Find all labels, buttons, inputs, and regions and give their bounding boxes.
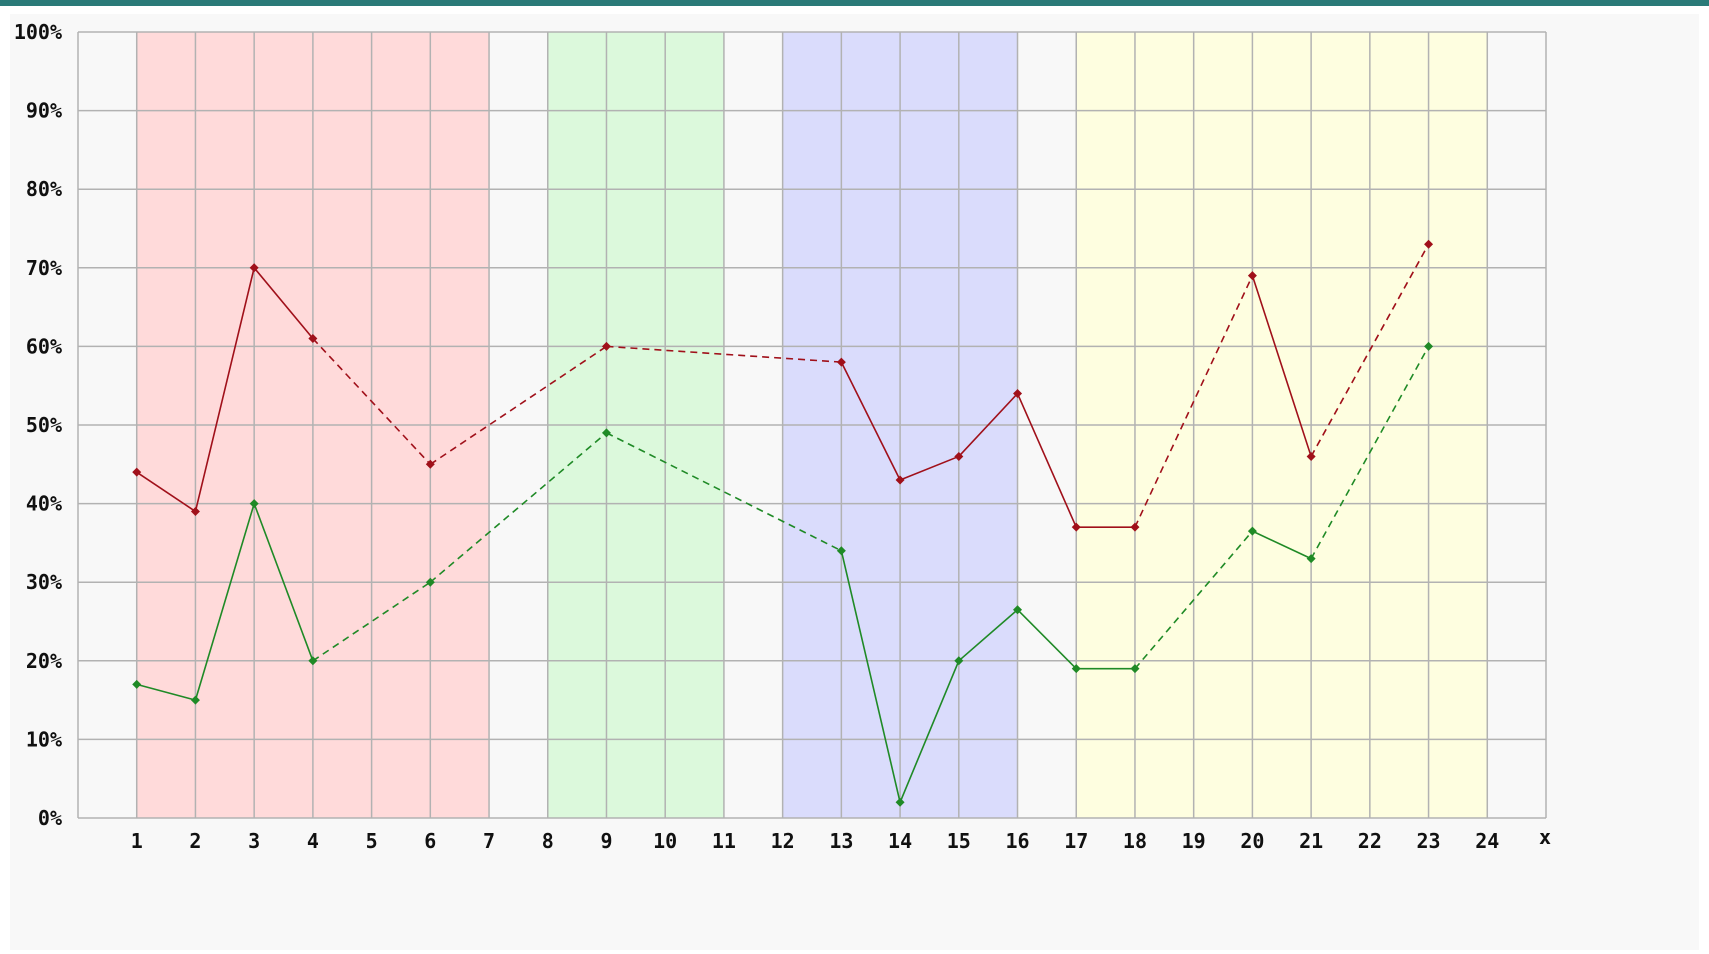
- series-1-point: [954, 656, 964, 666]
- series-1-point: [1424, 341, 1434, 351]
- top-accent-bar: [0, 0, 1709, 6]
- series-1-segment: [1310, 346, 1430, 560]
- series-0-point: [308, 334, 318, 344]
- series-lines: [136, 243, 1430, 803]
- series-0-segment: [194, 267, 255, 512]
- series-1-point: [308, 656, 318, 666]
- series-0-point: [1306, 451, 1316, 461]
- x-tick-label: 8: [542, 829, 554, 853]
- series-1-segment: [606, 432, 842, 552]
- series-1-segment: [253, 503, 314, 662]
- series-0-point: [249, 263, 259, 273]
- series-0-point: [1013, 389, 1023, 399]
- series-1-point: [1130, 664, 1140, 674]
- series-1-point: [190, 695, 200, 705]
- series-0-segment: [1134, 275, 1254, 528]
- series-0-segment: [899, 455, 960, 481]
- series-0-segment: [312, 337, 431, 465]
- x-tick-label: 24: [1475, 829, 1499, 853]
- series-1-point: [1247, 526, 1257, 536]
- x-tick-label: 13: [829, 829, 853, 853]
- series-0-segment: [606, 345, 842, 363]
- series-1-point: [132, 679, 142, 689]
- series-1-point: [1013, 605, 1023, 615]
- series-0-segment: [253, 267, 314, 340]
- y-tick-label: 0%: [38, 806, 62, 830]
- x-tick-label: 11: [712, 829, 736, 853]
- x-tick-label: 15: [947, 829, 971, 853]
- y-axis-ticks: 0% 10% 20% 30% 40% 50% 60% 70% 80% 90% 100%: [14, 20, 62, 830]
- x-tick-label: 20: [1240, 829, 1264, 853]
- series-1-point: [1071, 664, 1081, 674]
- series-1-segment: [429, 432, 607, 583]
- y-tick-label: 50%: [26, 413, 62, 437]
- y-tick-label: 60%: [26, 334, 62, 358]
- series-0-segment: [958, 393, 1019, 457]
- x-tick-label: 14: [888, 829, 912, 853]
- x-tick-label: 18: [1123, 829, 1147, 853]
- series-1-segment: [136, 683, 196, 701]
- series-0-point: [601, 341, 611, 351]
- series-1-segment: [194, 503, 255, 701]
- x-tick-label: 22: [1358, 829, 1382, 853]
- series-0-point: [1071, 522, 1081, 532]
- series-0-point: [1247, 271, 1257, 281]
- series-0-segment: [136, 471, 196, 513]
- series-0-point: [132, 467, 142, 477]
- series-1-point: [836, 546, 846, 556]
- x-tick-label: 7: [483, 829, 495, 853]
- series-1-point: [601, 428, 611, 438]
- series-0-segment: [1251, 275, 1312, 457]
- series-0-point: [836, 357, 846, 367]
- series-1-point: [425, 577, 435, 587]
- x-tick-label: 23: [1417, 829, 1441, 853]
- series-0-point: [1424, 239, 1434, 249]
- y-tick-label: 100%: [14, 20, 62, 44]
- series-0-point: [425, 459, 435, 469]
- x-tick-label: 2: [189, 829, 201, 853]
- series-1-segment: [1134, 530, 1254, 670]
- series-1-point: [895, 797, 905, 807]
- x-tick-label: 16: [1005, 829, 1029, 853]
- x-tick-label: 21: [1299, 829, 1323, 853]
- series-1-segment: [840, 550, 901, 803]
- y-tick-label: 40%: [26, 492, 62, 516]
- x-axis-ticks: 1 2 3 4 5 6 7 8 9 10 11 12 13 14 15 16 17 18 19 20 21 22 23 24: [131, 829, 1500, 853]
- x-tick-label: 6: [424, 829, 436, 853]
- series-0-segment: [1016, 393, 1077, 528]
- x-tick-label: 1: [131, 829, 143, 853]
- series-0-point: [954, 451, 964, 461]
- x-tick-label: 10: [653, 829, 677, 853]
- x-tick-label: 17: [1064, 829, 1088, 853]
- series-0-point: [190, 506, 200, 516]
- series-0-segment: [1310, 243, 1430, 457]
- y-tick-label: 30%: [26, 570, 62, 594]
- series-0-point: [895, 475, 905, 485]
- y-tick-label: 80%: [26, 177, 62, 201]
- y-tick-label: 10%: [26, 727, 62, 751]
- x-tick-label: 12: [771, 829, 795, 853]
- y-tick-label: 70%: [26, 256, 62, 280]
- series-1-point: [249, 499, 259, 509]
- x-tick-label: 3: [248, 829, 260, 853]
- series-1-segment: [958, 609, 1019, 662]
- series-1-segment: [1252, 530, 1312, 560]
- y-tick-label: 90%: [26, 99, 62, 123]
- series-0-point: [1130, 522, 1140, 532]
- x-tick-label: 9: [600, 829, 612, 853]
- data-points: [132, 239, 1434, 807]
- x-tick-label: 4: [307, 829, 319, 853]
- series-0-segment: [840, 361, 901, 481]
- series-1-segment: [1016, 609, 1077, 670]
- x-tick-label: 5: [366, 829, 378, 853]
- series-1-segment: [899, 660, 960, 803]
- x-tick-label: 19: [1182, 829, 1206, 853]
- y-tick-label: 20%: [26, 649, 62, 673]
- series-1-point: [1306, 554, 1316, 564]
- x-axis-label: x: [1539, 825, 1551, 849]
